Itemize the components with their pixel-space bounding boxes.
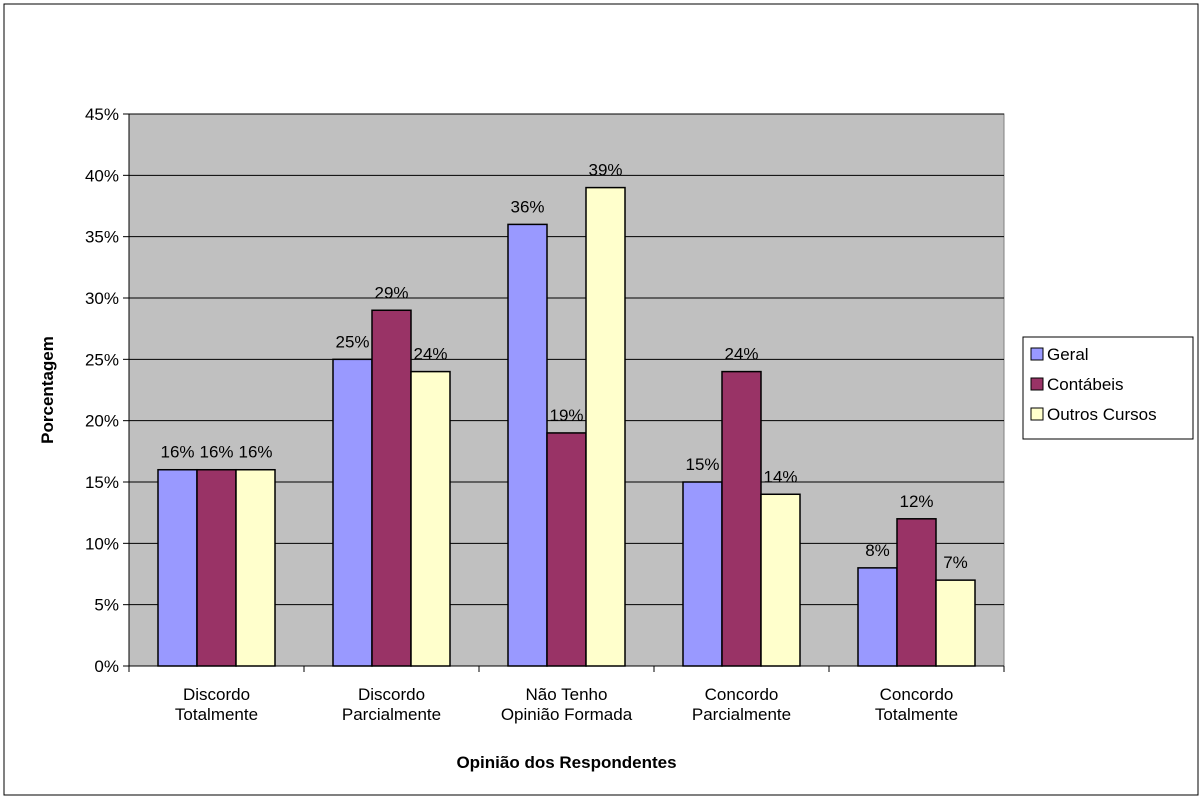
y-tick-label: 30% [85, 289, 119, 308]
bar [721, 370, 762, 667]
x-category-label-line: Parcialmente [692, 705, 791, 724]
bar [935, 579, 976, 667]
data-label: 15% [685, 455, 719, 474]
y-tick-label: 45% [85, 105, 119, 124]
bar [410, 370, 451, 667]
y-tick-label: 25% [85, 350, 119, 369]
x-category-label-line: Discordo [183, 685, 250, 704]
y-tick-label: 5% [94, 596, 119, 615]
bar [235, 468, 276, 667]
y-axis-title: Porcentagem [38, 336, 57, 444]
bar [196, 468, 237, 667]
data-label: 16% [160, 443, 194, 462]
x-category-label: Não Tenho Opinião Formada [501, 685, 633, 724]
legend-swatch [1030, 377, 1044, 391]
legend-label: Contábeis [1047, 375, 1124, 394]
bars [157, 186, 976, 667]
legend-box [1022, 336, 1194, 440]
data-label: 7% [943, 553, 968, 572]
bar [157, 468, 198, 667]
data-label: 8% [865, 541, 890, 560]
y-tick-label: 10% [85, 534, 119, 553]
x-category-label-line: Concordo [880, 685, 954, 704]
legend: Geral Contábeis Outros Cursos [1022, 336, 1194, 440]
legend-swatch [1030, 407, 1044, 421]
bar [371, 309, 412, 667]
data-label: 39% [588, 161, 622, 180]
data-label: 25% [335, 332, 369, 351]
data-label: 24% [413, 345, 447, 364]
data-label: 16% [199, 443, 233, 462]
legend-label: Geral [1047, 345, 1089, 364]
x-category-label-line: Opinião Formada [501, 705, 633, 724]
x-category-label: Concordo Totalmente [875, 685, 958, 724]
bar [760, 493, 801, 667]
x-category-label-line: Discordo [358, 685, 425, 704]
bar [857, 567, 898, 667]
y-axis: 0% 5% 10% 15% 20% 25% 30% 35% 40% 45% [85, 105, 130, 676]
x-category-label-line: Não Tenho [526, 685, 608, 704]
x-category-label: Discordo Parcialmente [342, 685, 441, 724]
data-label: 24% [724, 345, 758, 364]
bar [682, 481, 723, 667]
data-label: 36% [510, 197, 544, 216]
bar [585, 186, 626, 667]
x-category-label-line: Parcialmente [342, 705, 441, 724]
legend-label: Outros Cursos [1047, 405, 1157, 424]
x-category-label-line: Concordo [705, 685, 779, 704]
x-category-label: Concordo Parcialmente [692, 685, 791, 724]
y-tick-label: 35% [85, 228, 119, 247]
legend-swatch [1030, 347, 1044, 361]
x-category-label-line: Totalmente [175, 705, 258, 724]
data-labels: 16% 16% 16% 25% 29% 24% 36% 19% 39% 15% 24% 14% 8% 12… [160, 161, 967, 573]
data-label: 16% [238, 443, 272, 462]
data-label: 19% [549, 406, 583, 425]
data-label: 14% [763, 467, 797, 486]
x-axis-title: Opinião dos Respondentes [456, 753, 676, 772]
y-tick-label: 0% [94, 657, 119, 676]
bar [896, 518, 937, 667]
y-tick-label: 15% [85, 473, 119, 492]
data-label: 12% [899, 492, 933, 511]
y-tick-label: 20% [85, 412, 119, 431]
bar [332, 358, 373, 667]
bar [546, 432, 587, 667]
data-label: 29% [374, 283, 408, 302]
x-category-label: Discordo Totalmente [175, 685, 258, 724]
bar [507, 223, 548, 667]
x-category-label-line: Totalmente [875, 705, 958, 724]
y-tick-label: 40% [85, 166, 119, 185]
